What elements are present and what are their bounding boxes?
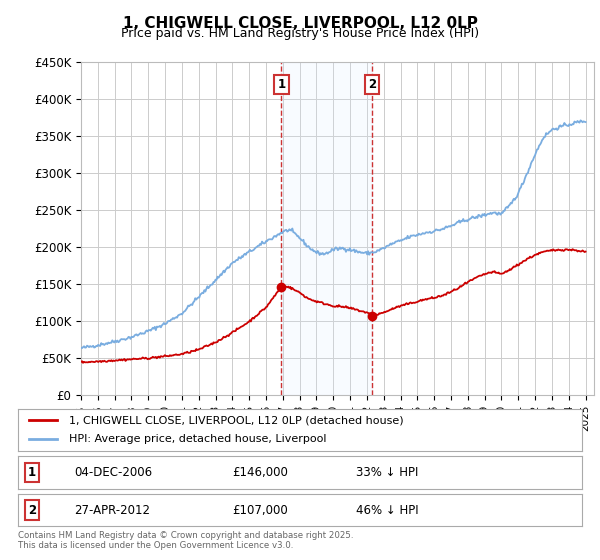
Text: 1: 1 <box>277 78 286 91</box>
Text: 04-DEC-2006: 04-DEC-2006 <box>74 466 152 479</box>
Text: 33% ↓ HPI: 33% ↓ HPI <box>356 466 419 479</box>
Text: Price paid vs. HM Land Registry's House Price Index (HPI): Price paid vs. HM Land Registry's House … <box>121 27 479 40</box>
Text: 1, CHIGWELL CLOSE, LIVERPOOL, L12 0LP (detached house): 1, CHIGWELL CLOSE, LIVERPOOL, L12 0LP (d… <box>69 415 403 425</box>
Text: 2: 2 <box>28 503 36 517</box>
Text: £107,000: £107,000 <box>232 503 288 517</box>
Text: 1: 1 <box>28 466 36 479</box>
Text: 2: 2 <box>368 78 376 91</box>
Bar <box>281 62 373 395</box>
Text: 46% ↓ HPI: 46% ↓ HPI <box>356 503 419 517</box>
Text: Contains HM Land Registry data © Crown copyright and database right 2025.
This d: Contains HM Land Registry data © Crown c… <box>18 531 353 550</box>
Text: £146,000: £146,000 <box>232 466 288 479</box>
Text: HPI: Average price, detached house, Liverpool: HPI: Average price, detached house, Live… <box>69 435 326 445</box>
Text: 1, CHIGWELL CLOSE, LIVERPOOL, L12 0LP: 1, CHIGWELL CLOSE, LIVERPOOL, L12 0LP <box>122 16 478 31</box>
Text: 27-APR-2012: 27-APR-2012 <box>74 503 151 517</box>
